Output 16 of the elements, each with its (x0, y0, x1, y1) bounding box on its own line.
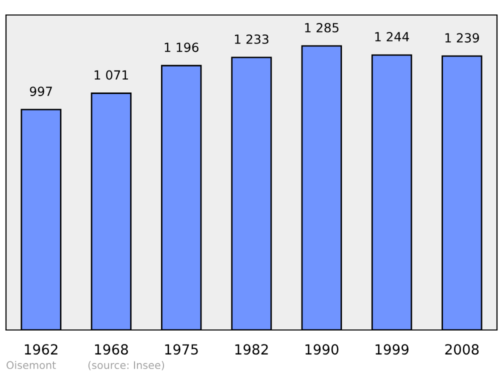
x-tick-label: 1982 (235, 344, 268, 355)
data-label: 1 244 (375, 32, 409, 42)
data-label: 1 071 (94, 70, 128, 80)
x-tick-label: 1990 (305, 344, 338, 355)
data-label: 1 233 (234, 34, 268, 44)
x-tick-label: 2008 (445, 344, 479, 355)
data-label: 1 285 (305, 22, 338, 32)
data-label: 997 (30, 86, 52, 96)
x-tick-label: 1962 (24, 344, 58, 355)
data-label: 1 239 (445, 33, 479, 43)
text: Oisemont (6, 360, 56, 370)
x-tick-label: 1999 (376, 344, 408, 355)
x-tick-label: 1975 (165, 344, 198, 355)
data-label: 1 196 (164, 42, 198, 52)
text: (source: Insee) (88, 360, 164, 370)
x-tick-label: 1968 (95, 344, 128, 355)
